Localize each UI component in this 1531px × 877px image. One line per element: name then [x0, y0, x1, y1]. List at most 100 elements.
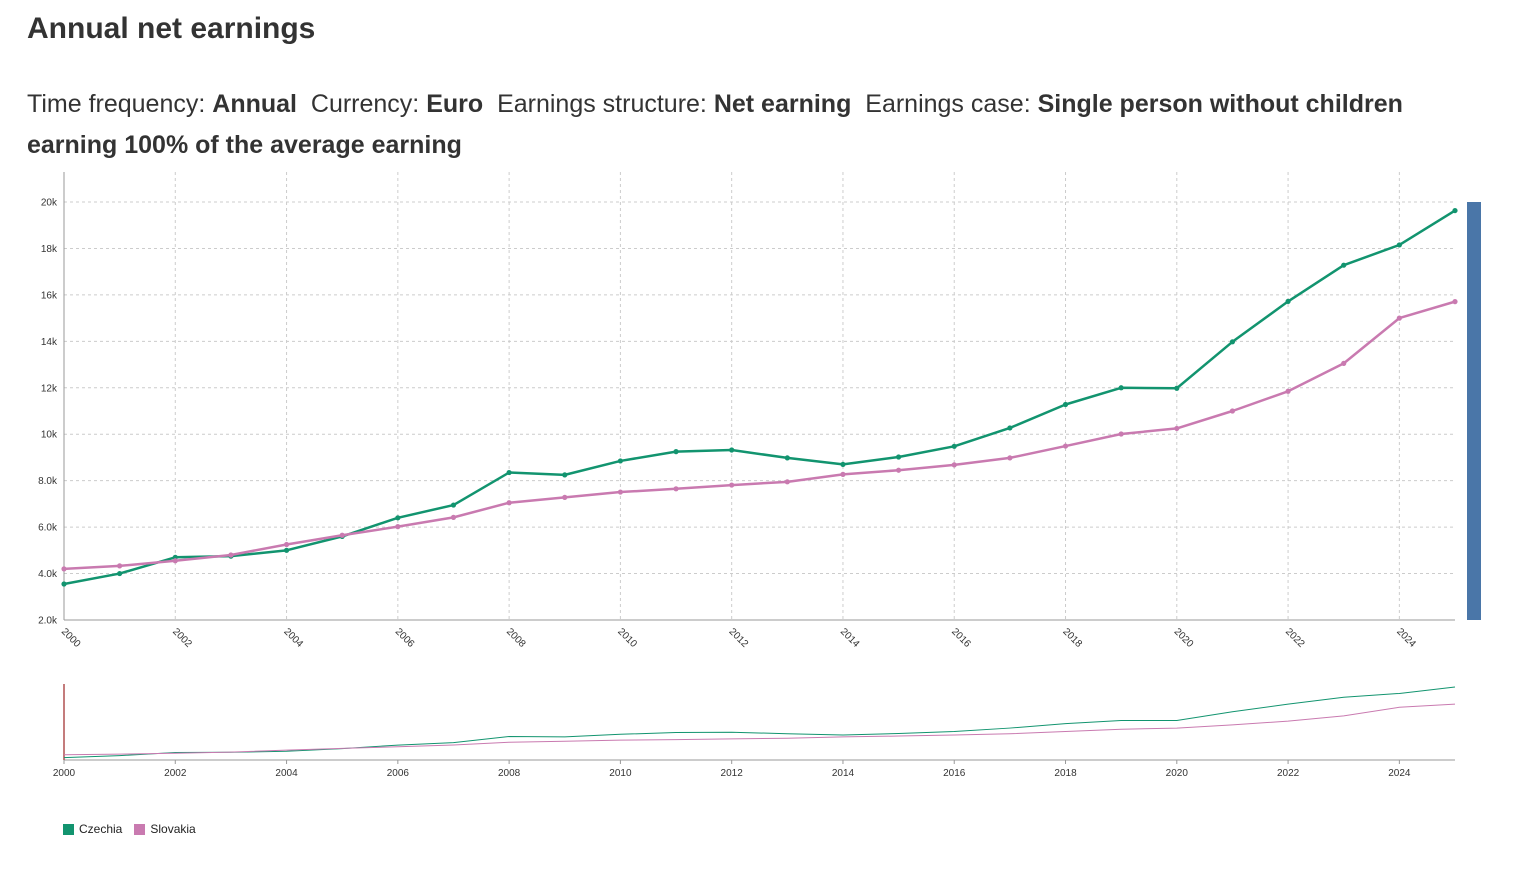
y-tick-label: 8.0k: [38, 476, 58, 487]
filter-value: Single person without children earning 1…: [27, 90, 1403, 159]
legend-label: Czechia: [79, 822, 123, 836]
data-point[interactable]: [562, 472, 568, 478]
chart-legend: Czechia Slovakia: [63, 822, 196, 836]
data-point[interactable]: [840, 471, 846, 477]
x-tick-label: 2018: [1060, 626, 1084, 650]
x-tick-label: 2006: [393, 626, 417, 650]
data-point[interactable]: [784, 455, 790, 461]
data-point[interactable]: [1062, 443, 1069, 449]
data-point[interactable]: [840, 461, 846, 468]
data-point[interactable]: [1174, 385, 1180, 391]
data-point[interactable]: [562, 494, 568, 500]
data-point[interactable]: [729, 482, 735, 488]
x-tick-label: 2002: [170, 626, 194, 650]
data-point[interactable]: [1396, 242, 1402, 248]
data-point[interactable]: [1062, 401, 1069, 408]
legend-item-slovakia[interactable]: Slovakia: [134, 822, 196, 836]
data-point[interactable]: [228, 552, 234, 558]
navigator-line-slovakia: [63, 703, 1456, 756]
x-tick-label: 2000: [59, 626, 83, 650]
data-point[interactable]: [896, 467, 902, 473]
data-point[interactable]: [1007, 425, 1013, 431]
series-line-czechia[interactable]: [63, 209, 1456, 586]
series-line-slovakia[interactable]: [63, 300, 1456, 571]
data-point[interactable]: [673, 449, 679, 455]
navigator-tick-label: 2002: [164, 768, 187, 779]
legend-swatch: [63, 823, 74, 835]
navigator-tick-label: 2004: [275, 768, 298, 779]
data-point[interactable]: [951, 462, 957, 468]
data-point[interactable]: [506, 500, 512, 506]
data-point[interactable]: [896, 454, 902, 460]
data-point[interactable]: [617, 458, 624, 464]
filter-value: Annual: [212, 90, 297, 118]
legend-item-czechia[interactable]: Czechia: [63, 822, 122, 836]
x-tick-label: 2008: [504, 626, 528, 650]
data-point[interactable]: [951, 443, 957, 449]
legend-label: Slovakia: [150, 822, 196, 836]
filter-label: Earnings structure:: [497, 90, 714, 118]
filter-value: Euro: [426, 90, 484, 118]
data-point[interactable]: [1118, 385, 1124, 391]
data-point[interactable]: [450, 514, 457, 520]
legend-swatch: [134, 823, 146, 835]
x-tick-label: 2004: [281, 626, 305, 650]
x-tick-label: 2020: [1172, 626, 1196, 650]
y-tick-label: 4.0k: [38, 569, 58, 580]
data-point[interactable]: [1396, 315, 1402, 321]
data-point[interactable]: [283, 541, 290, 548]
data-point[interactable]: [1341, 262, 1347, 268]
data-point[interactable]: [1229, 339, 1236, 345]
y-tick-label: 2.0k: [38, 616, 58, 627]
navigator-tick-label: 2010: [609, 768, 632, 779]
data-point[interactable]: [784, 479, 790, 485]
navigator-tick-label: 2012: [721, 768, 744, 779]
data-point[interactable]: [617, 489, 624, 495]
data-point[interactable]: [339, 532, 345, 538]
x-tick-label: 2012: [727, 626, 751, 650]
filter-item: Currency: Euro: [311, 90, 483, 118]
data-point[interactable]: [61, 566, 67, 572]
filter-label: Earnings case:: [865, 90, 1038, 118]
data-point[interactable]: [506, 469, 512, 476]
data-point[interactable]: [673, 486, 679, 492]
y-tick-label: 10k: [41, 430, 58, 441]
data-point[interactable]: [395, 515, 401, 521]
x-tick-label: 2014: [838, 626, 862, 650]
data-point[interactable]: [1007, 455, 1013, 461]
data-point[interactable]: [117, 570, 123, 577]
data-point[interactable]: [1285, 388, 1291, 394]
filter-item: Time frequency: Annual: [27, 90, 297, 118]
x-tick-label: 2022: [1283, 626, 1307, 650]
filter-item: Earnings structure: Net earning: [497, 90, 851, 118]
data-point[interactable]: [1341, 360, 1347, 366]
data-point[interactable]: [61, 581, 67, 587]
data-point[interactable]: [1118, 431, 1124, 437]
filter-value: Net earning: [713, 90, 852, 118]
data-point[interactable]: [1174, 425, 1180, 432]
data-point[interactable]: [395, 524, 401, 530]
data-point[interactable]: [283, 547, 290, 553]
filter-summary: Time frequency: Annual Currency: Euro Ea…: [27, 84, 1487, 166]
navigator-tick-label: 2008: [498, 768, 521, 779]
y-tick-label: 18k: [41, 244, 58, 255]
data-point[interactable]: [1452, 299, 1458, 305]
data-point[interactable]: [172, 558, 178, 564]
data-point[interactable]: [1229, 408, 1236, 414]
data-point[interactable]: [729, 447, 735, 453]
navigator-tick-label: 2006: [387, 768, 410, 779]
data-point[interactable]: [117, 563, 123, 569]
data-point[interactable]: [450, 502, 457, 508]
data-point[interactable]: [1285, 298, 1291, 304]
data-point[interactable]: [1452, 207, 1458, 214]
navigator-tick-label: 2014: [832, 768, 855, 779]
y-tick-label: 6.0k: [38, 523, 58, 534]
x-tick-label: 2024: [1394, 626, 1418, 650]
x-tick-label: 2010: [615, 626, 639, 650]
navigator-tick-label: 2022: [1277, 768, 1300, 779]
navigator-tick-label: 2024: [1388, 768, 1411, 779]
y-tick-label: 14k: [41, 337, 58, 348]
zoom-scrollbar[interactable]: [1467, 202, 1481, 620]
filter-item: Earnings case: Single person without chi…: [27, 90, 1403, 159]
